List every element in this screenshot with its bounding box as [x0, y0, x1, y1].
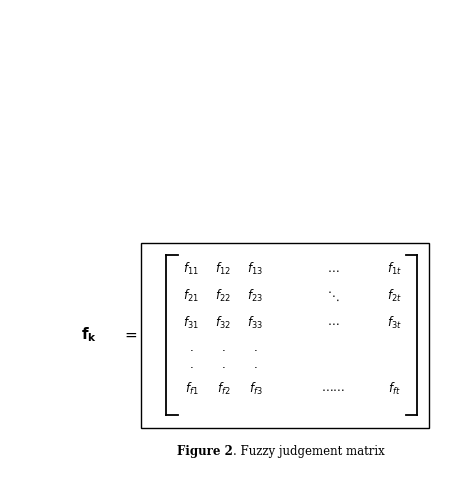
Text: $.$: $.$ [189, 341, 193, 354]
Text: $f_{2t}$: $f_{2t}$ [387, 288, 402, 304]
Text: $f_{22}$: $f_{22}$ [215, 288, 231, 304]
Text: $\cdots\cdots$: $\cdots\cdots$ [321, 382, 345, 395]
Text: $\cdots$: $\cdots$ [327, 316, 339, 330]
Text: $f_{13}$: $f_{13}$ [247, 261, 263, 278]
Text: $f_{f2}$: $f_{f2}$ [217, 381, 230, 396]
Text: $f_{f3}$: $f_{f3}$ [249, 381, 262, 396]
Text: $f_{ft}$: $f_{ft}$ [388, 381, 401, 396]
Text: $.$: $.$ [189, 358, 193, 371]
Text: $.$: $.$ [253, 341, 258, 354]
Text: $\ddots$: $\ddots$ [327, 290, 339, 303]
Text: $.$: $.$ [253, 358, 258, 371]
Text: $.$: $.$ [221, 341, 226, 354]
Bar [141, 243, 429, 428]
Text: . Fuzzy judgement matrix: . Fuzzy judgement matrix [232, 446, 384, 458]
Text: $\cdots$: $\cdots$ [327, 263, 339, 276]
Text: $f_{23}$: $f_{23}$ [247, 288, 263, 304]
Text: $.$: $.$ [221, 358, 226, 371]
Text: $f_{3t}$: $f_{3t}$ [387, 315, 402, 331]
Text: $f_{31}$: $f_{31}$ [184, 315, 199, 331]
Text: $f_{f1}$: $f_{f1}$ [185, 381, 198, 396]
Text: $=$: $=$ [122, 328, 138, 342]
Text: $f_{33}$: $f_{33}$ [247, 315, 263, 331]
Text: $f_{12}$: $f_{12}$ [215, 261, 231, 278]
Text: $f_{1t}$: $f_{1t}$ [387, 261, 402, 278]
Text: $f_{11}$: $f_{11}$ [184, 261, 199, 278]
Text: Figure 2: Figure 2 [177, 446, 232, 458]
Text: $f_{32}$: $f_{32}$ [215, 315, 231, 331]
Text: $\mathbf{f_k}$: $\mathbf{f_k}$ [80, 326, 97, 345]
Text: $f_{21}$: $f_{21}$ [184, 288, 199, 304]
